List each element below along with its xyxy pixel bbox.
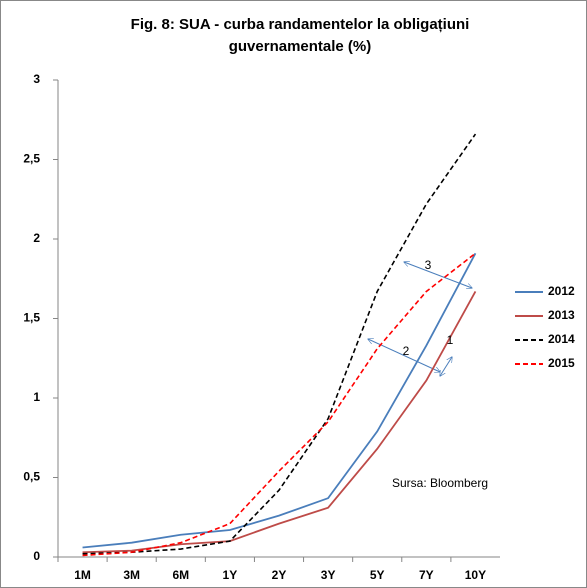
legend-label: 2012 bbox=[548, 284, 575, 298]
y-tick-label: 0 bbox=[33, 549, 40, 563]
legend-label: 2013 bbox=[548, 308, 575, 322]
x-tick-label: 1Y bbox=[223, 568, 238, 582]
x-tick-label: 3Y bbox=[321, 568, 336, 582]
annotation: Sursa: Bloomberg bbox=[392, 476, 488, 490]
annotation: 2 bbox=[403, 344, 410, 358]
chart-title: Fig. 8: SUA - curba randamentelor la obl… bbox=[130, 16, 470, 55]
x-tick-label: 10Y bbox=[465, 568, 486, 582]
annotation: 1 bbox=[447, 333, 454, 347]
y-tick-label: 2,5 bbox=[23, 152, 40, 166]
x-tick-label: 6M bbox=[172, 568, 189, 582]
y-tick-label: 1,5 bbox=[23, 311, 40, 325]
legend-label: 2014 bbox=[548, 332, 575, 346]
series-line bbox=[82, 252, 477, 549]
x-tick-label: 1M bbox=[74, 568, 91, 582]
y-tick-label: 0,5 bbox=[23, 470, 40, 484]
legend-label: 2015 bbox=[548, 356, 575, 370]
series-line bbox=[82, 133, 477, 555]
x-tick-label: 7Y bbox=[419, 568, 434, 582]
y-tick-label: 2 bbox=[33, 231, 40, 245]
annotation-arrow bbox=[404, 262, 472, 288]
y-tick-label: 3 bbox=[33, 72, 40, 86]
series-line bbox=[82, 252, 476, 557]
annotation: 3 bbox=[425, 258, 432, 272]
x-tick-label: 2Y bbox=[272, 568, 287, 582]
annotation-arrow bbox=[440, 357, 452, 376]
x-tick-label: 3M bbox=[123, 568, 140, 582]
y-tick-label: 1 bbox=[33, 390, 40, 404]
x-tick-label: 5Y bbox=[370, 568, 385, 582]
